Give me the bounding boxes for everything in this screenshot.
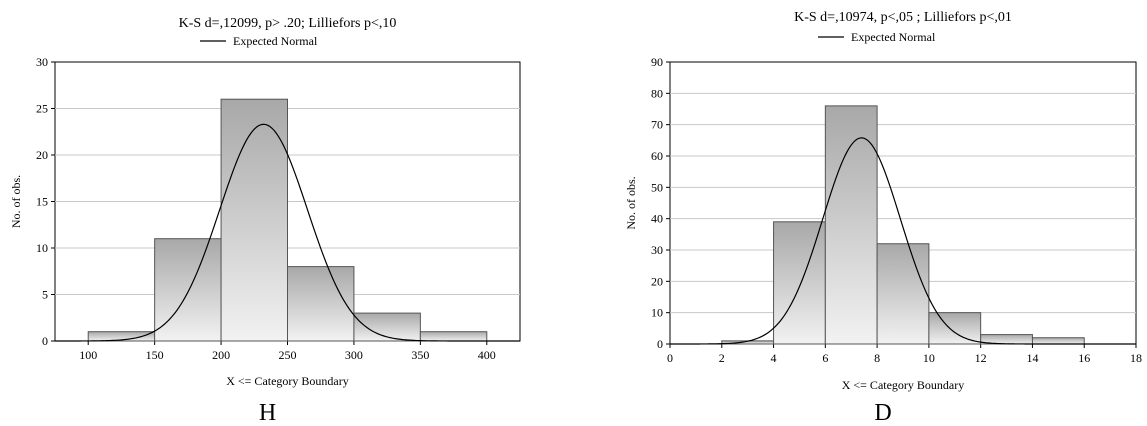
panel-label: D xyxy=(874,400,891,426)
expected-normal-curve xyxy=(55,123,520,342)
x-tick-label: 200 xyxy=(212,348,230,362)
y-tick-label: 10 xyxy=(36,241,48,255)
y-tick-label: 10 xyxy=(651,306,663,320)
y-tick-label: 80 xyxy=(651,86,663,100)
y-tick-label: 70 xyxy=(651,118,663,132)
legend-entry: Expected Normal xyxy=(233,34,318,48)
x-tick-label: 250 xyxy=(279,348,297,362)
histogram-bar xyxy=(773,221,826,345)
y-tick-label: 15 xyxy=(36,195,48,209)
x-tick-label: 150 xyxy=(146,348,164,362)
y-tick-label: 0 xyxy=(657,337,663,351)
y-axis-label: No. of obs. xyxy=(9,175,23,228)
x-axis-label: X <= Category Boundary xyxy=(226,374,349,388)
y-tick-label: 25 xyxy=(36,102,48,116)
x-tick-label: 4 xyxy=(771,351,777,365)
x-tick-label: 350 xyxy=(411,348,429,362)
histogram-bar xyxy=(154,238,222,342)
histogram-h-svg: 0 5 10 15 20 25 30 100 150 200 250 300 350 400 K-S d=,… xyxy=(9,16,521,426)
x-tick-label: 6 xyxy=(822,351,828,365)
y-tick-label: 30 xyxy=(651,243,663,257)
expected-normal-curve xyxy=(670,137,1136,345)
y-tick-label: 20 xyxy=(651,274,663,288)
x-tick-label: 16 xyxy=(1078,351,1090,365)
x-tick-label: 12 xyxy=(975,351,987,365)
y-tick-label: 20 xyxy=(36,148,48,162)
histogram-bar xyxy=(287,266,355,342)
x-tick-label: 300 xyxy=(345,348,363,362)
histogram-bar xyxy=(220,98,288,342)
histogram-bar xyxy=(1031,337,1085,345)
y-tick-label: 90 xyxy=(651,55,663,69)
y-tick-label: 40 xyxy=(651,212,663,226)
chart-title: K-S d=,10974, p<,05 ; Lilliefors p<,01 xyxy=(794,10,1012,25)
chart-title: K-S d=,12099, p> .20; Lilliefors p<,10 xyxy=(179,16,397,31)
panel-label: H xyxy=(259,400,276,426)
histogram-h: 0 5 10 15 20 25 30 100 150 200 250 300 350 400 K-S d=,… xyxy=(0,0,540,426)
x-axis-label: X <= Category Boundary xyxy=(842,378,965,392)
y-tick-label: 0 xyxy=(42,334,48,348)
x-tick-label: 10 xyxy=(923,351,935,365)
histogram-bar xyxy=(419,331,488,342)
histogram-bar xyxy=(876,243,930,345)
x-tick-label: 400 xyxy=(478,348,496,362)
x-tick-label: 14 xyxy=(1026,351,1038,365)
y-tick-label: 5 xyxy=(42,288,48,302)
y-tick-label: 50 xyxy=(651,180,663,194)
x-tick-label: 2 xyxy=(719,351,725,365)
x-tick-label: 8 xyxy=(874,351,880,365)
y-axis-label: No. of obs. xyxy=(624,176,638,229)
x-tick-label: 100 xyxy=(79,348,97,362)
histogram-d-svg: 0 10 20 30 40 50 60 70 80 90 0 2 4 6 8 10 12 14 16 18 K-S d=… xyxy=(624,10,1142,426)
histogram-d: 0 10 20 30 40 50 60 70 80 90 0 2 4 6 8 10 12 14 16 18 K-S d=… xyxy=(600,0,1147,426)
histogram-bar xyxy=(928,312,982,345)
x-tick-label: 0 xyxy=(667,351,673,365)
y-tick-label: 30 xyxy=(36,55,48,69)
x-tick-label: 18 xyxy=(1130,351,1142,365)
y-tick-label: 60 xyxy=(651,149,663,163)
legend-entry: Expected Normal xyxy=(851,30,936,44)
